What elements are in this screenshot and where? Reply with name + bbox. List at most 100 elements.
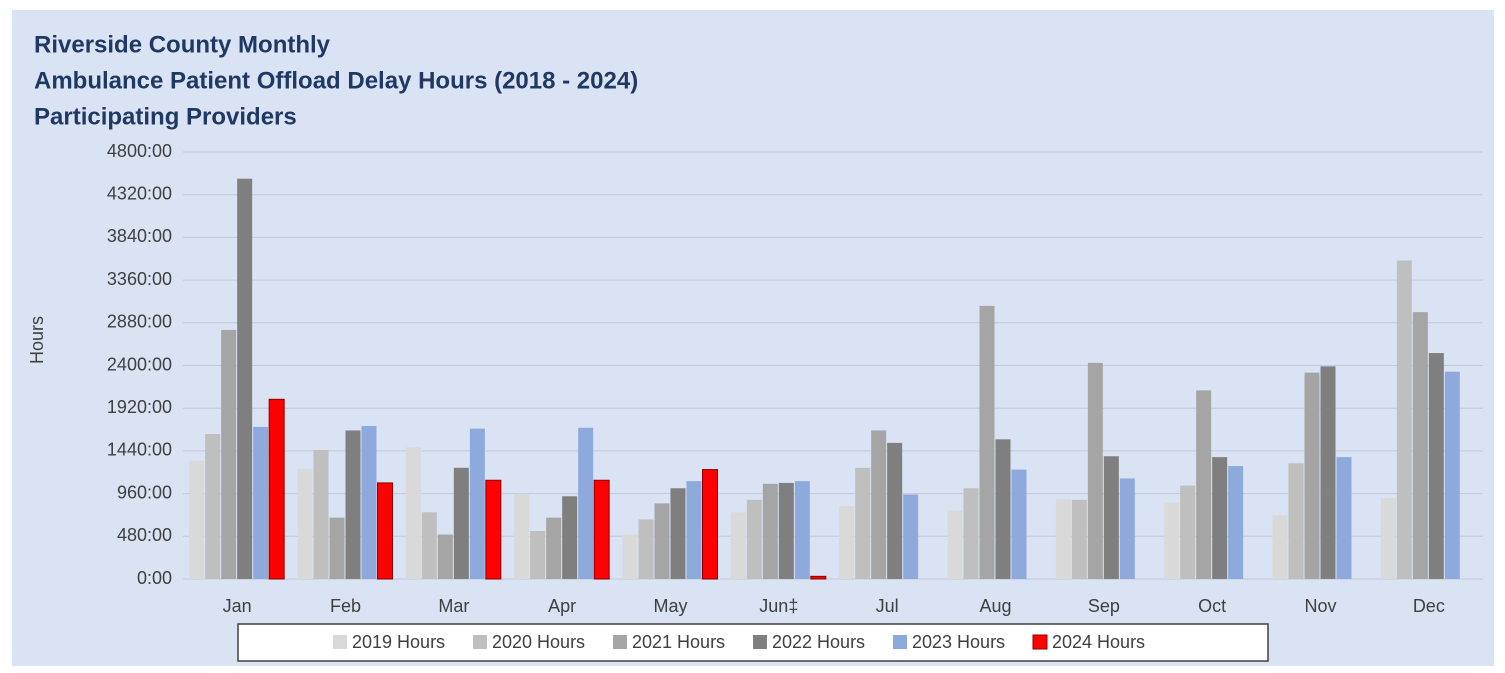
x-tick-label: Nov <box>1304 596 1336 616</box>
bar <box>469 428 485 579</box>
y-tick-label: 960:00 <box>117 482 172 502</box>
x-tick-label: May <box>653 596 687 616</box>
x-tick-label: Aug <box>979 596 1011 616</box>
bar <box>313 450 329 579</box>
bar <box>1320 366 1336 579</box>
bar <box>670 488 686 579</box>
bar <box>546 517 562 579</box>
x-tick-label: Feb <box>330 596 361 616</box>
bar <box>947 510 963 579</box>
y-tick-label: 3840:00 <box>107 226 172 246</box>
bar <box>253 426 269 579</box>
x-tick-label: Jul <box>876 596 899 616</box>
x-tick-label: Apr <box>548 596 576 616</box>
bar <box>638 519 654 579</box>
x-tick-label: Sep <box>1088 596 1120 616</box>
bar <box>1428 353 1444 579</box>
legend-label: 2024 Hours <box>1052 632 1145 652</box>
bar <box>686 481 702 579</box>
bar <box>221 329 237 579</box>
bar <box>562 496 578 579</box>
bar <box>485 479 502 580</box>
bar <box>405 447 421 579</box>
bar <box>730 512 746 579</box>
bar <box>995 439 1011 579</box>
bar <box>297 468 313 579</box>
bar <box>702 469 718 580</box>
legend-label: 2021 Hours <box>632 632 725 652</box>
bar <box>1119 478 1135 579</box>
legend-label: 2023 Hours <box>912 632 1005 652</box>
bar <box>1380 498 1396 579</box>
bar <box>1288 463 1304 579</box>
legend-label: 2022 Hours <box>772 632 865 652</box>
bar <box>421 512 437 579</box>
bar <box>794 481 810 579</box>
bar <box>887 442 903 579</box>
y-tick-label: 2400:00 <box>107 354 172 374</box>
y-tick-label: 3360:00 <box>107 269 172 289</box>
bar <box>189 460 205 579</box>
bar <box>1087 362 1103 579</box>
chart-title: Riverside County Monthly <box>34 31 331 58</box>
bar <box>1336 457 1352 579</box>
bar <box>1071 499 1087 579</box>
bar <box>762 483 778 579</box>
chart-title: Ambulance Patient Offload Delay Hours (2… <box>34 67 638 94</box>
bar <box>778 482 794 579</box>
bar <box>1196 390 1212 579</box>
legend-swatch <box>893 635 907 649</box>
x-tick-label: Jan <box>223 596 252 616</box>
bar <box>205 433 221 579</box>
x-tick-label: Dec <box>1413 596 1445 616</box>
bar <box>514 494 530 579</box>
x-tick-label: Jun‡ <box>759 596 798 616</box>
bar <box>746 499 762 579</box>
bar <box>871 430 887 579</box>
bar <box>810 575 827 580</box>
legend-swatch <box>1032 634 1048 650</box>
bar <box>1212 457 1228 579</box>
bar <box>1272 514 1288 579</box>
bar <box>654 503 670 579</box>
x-tick-label: Mar <box>438 596 469 616</box>
bar <box>963 488 979 579</box>
bar <box>1412 312 1428 579</box>
bar <box>1164 502 1180 579</box>
y-tick-label: 480:00 <box>117 525 172 545</box>
y-tick-label: 4800:00 <box>107 141 172 161</box>
chart-title: Participating Providers <box>34 103 297 130</box>
bar <box>329 517 345 579</box>
bar <box>979 305 995 579</box>
bar <box>237 178 253 579</box>
bar <box>437 534 453 579</box>
legend-swatch <box>333 635 347 649</box>
bar <box>530 530 546 579</box>
bar <box>578 427 594 579</box>
bar <box>453 467 469 579</box>
bar <box>268 398 285 580</box>
x-tick-label: Oct <box>1198 596 1226 616</box>
legend-label: 2020 Hours <box>492 632 585 652</box>
bar <box>377 482 393 580</box>
bar <box>1304 372 1320 579</box>
y-axis-label: Hours <box>27 316 47 364</box>
bar <box>1055 498 1071 579</box>
bar <box>593 479 610 580</box>
legend-label: 2019 Hours <box>352 632 445 652</box>
bar <box>839 506 855 579</box>
bar <box>345 430 361 579</box>
bar <box>1228 466 1244 579</box>
legend-swatch <box>753 635 767 649</box>
bar <box>361 425 377 579</box>
y-tick-label: 0:00 <box>137 568 172 588</box>
bar <box>1011 469 1027 579</box>
bar <box>1103 456 1119 579</box>
bar <box>1396 260 1412 579</box>
bar <box>903 494 919 579</box>
y-tick-label: 1440:00 <box>107 440 172 460</box>
bar <box>622 534 638 579</box>
y-tick-label: 1920:00 <box>107 397 172 417</box>
